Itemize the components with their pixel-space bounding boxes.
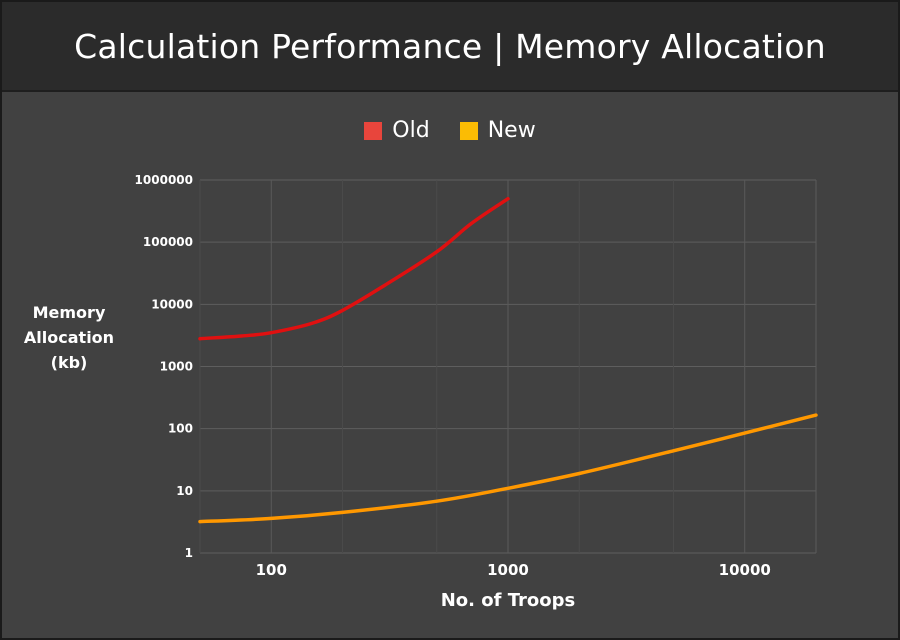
y-axis-label-line-2: Allocation (23, 328, 115, 347)
legend: Old New (0, 118, 900, 143)
y-axis-label-line-1: Memory (32, 303, 106, 322)
legend-swatch-new (459, 121, 478, 140)
legend-label-new: New (487, 118, 536, 143)
title-bar: Calculation Performance | Memory Allocat… (2, 2, 898, 92)
y-axis-label-line-3: (kb) (50, 353, 88, 372)
y-tick-label: 100 (168, 422, 193, 436)
y-tick-label: 1000 (160, 360, 193, 374)
legend-swatch-old (364, 121, 383, 140)
y-tick-label: 10 (176, 484, 193, 498)
legend-item-old: Old (364, 118, 430, 143)
x-tick-label: 10000 (719, 561, 771, 579)
y-tick-label: 10000 (151, 297, 193, 311)
y-axis-label: Memory Allocation (kb) (14, 300, 124, 375)
series-line-new (198, 413, 818, 524)
x-tick-label: 1000 (487, 561, 529, 579)
x-tick-label: 100 (256, 561, 287, 579)
series-line-old (198, 196, 510, 341)
x-axis-label: No. of Troops (440, 590, 576, 611)
y-tick-label: 1000000 (135, 173, 193, 187)
y-tick-label: 100000 (143, 235, 193, 249)
legend-label-old: Old (392, 118, 430, 143)
chart-title: Calculation Performance | Memory Allocat… (74, 26, 826, 66)
y-tick-label: 1 (185, 546, 193, 560)
legend-item-new: New (459, 118, 536, 143)
